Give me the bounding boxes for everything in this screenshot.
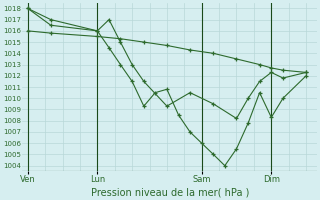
X-axis label: Pression niveau de la mer( hPa ): Pression niveau de la mer( hPa )	[91, 187, 249, 197]
